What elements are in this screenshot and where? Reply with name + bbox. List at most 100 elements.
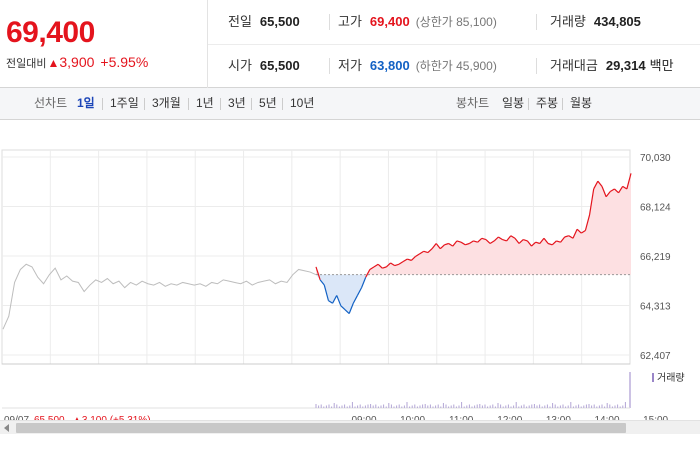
tab-3y[interactable]: 3년 xyxy=(228,96,246,110)
price-segment-up xyxy=(614,188,619,194)
tab-daily-candle[interactable]: 일봉 xyxy=(502,96,525,110)
price-segment-down xyxy=(352,295,358,304)
price-segment-up xyxy=(315,266,321,281)
change-percent: +5.95% xyxy=(100,54,149,70)
price-segment-up xyxy=(535,241,540,245)
tab-weekly-candle[interactable]: 주봉 xyxy=(536,96,559,110)
quote-panel: 69,400 전일대비▲3,900 +5.95% 전일 65,500 고가 69,40… xyxy=(0,0,700,88)
y-tick-label: 62,407 xyxy=(640,351,671,362)
prev-close-value: 65,500 xyxy=(259,14,300,29)
price-segment-down xyxy=(348,303,354,314)
cursor-info-change: ▲3,100 (+5.31%) xyxy=(72,415,151,420)
price-segment-up xyxy=(580,229,586,234)
price-segment-up xyxy=(382,266,387,269)
price-segment-down xyxy=(328,300,333,304)
x-tick-label: 13:00 xyxy=(546,415,571,420)
price-segment-up xyxy=(419,250,425,255)
price-segment-up xyxy=(485,239,491,244)
price-segment-up xyxy=(427,248,433,254)
price-segment-down xyxy=(323,284,330,301)
price-segment-up xyxy=(435,243,441,250)
price-segment-up xyxy=(556,240,561,243)
prev-close-cell: 전일 65,500 xyxy=(228,0,300,44)
blank-area xyxy=(0,434,700,450)
price-segment-up xyxy=(410,256,416,261)
price-segment-down xyxy=(332,295,338,304)
price-segment-down xyxy=(336,295,342,307)
price-segment-up xyxy=(502,239,507,242)
price-segment-up xyxy=(518,239,524,244)
x-tick-label: 10:00 xyxy=(400,415,425,420)
separator xyxy=(282,98,283,110)
separator xyxy=(528,98,529,110)
price-segment-up xyxy=(609,188,615,193)
separator xyxy=(144,98,145,110)
low-label: 저가 xyxy=(338,58,362,73)
price-segment-up xyxy=(469,240,474,245)
price-segment-down xyxy=(356,287,363,296)
upper-limit: (상한가 85,100) xyxy=(415,15,497,29)
change-label: 전일대비 xyxy=(6,58,47,70)
price-segment-up xyxy=(506,235,512,242)
price-segment-up xyxy=(465,242,470,246)
price-segment-up xyxy=(588,188,595,216)
price-segment-up xyxy=(386,262,392,268)
volume-legend-label: 거래량 xyxy=(657,372,685,384)
price-segment-up xyxy=(605,191,611,198)
price-segment-up xyxy=(572,228,578,239)
price-segment-up xyxy=(431,243,437,250)
y-tick-label: 70,030 xyxy=(640,153,671,164)
price-segment-up xyxy=(547,242,553,246)
open-value: 65,500 xyxy=(259,58,300,73)
scroll-thumb[interactable] xyxy=(16,423,626,433)
x-tick-label: 15:00 xyxy=(643,415,668,420)
open-cell: 시가 65,500 xyxy=(228,44,300,88)
volume-cell: 거래량 434,805 xyxy=(550,0,641,44)
chart-scrollbar[interactable] xyxy=(0,420,700,434)
tab-5y[interactable]: 5년 xyxy=(259,96,277,110)
x-tick-label: 12:00 xyxy=(497,415,522,420)
tab-10y[interactable]: 10년 xyxy=(290,96,315,110)
prev-close-label: 전일 xyxy=(228,14,252,29)
tab-1w[interactable]: 1주일 xyxy=(110,96,139,110)
price-segment-up xyxy=(526,240,532,247)
tab-3m[interactable]: 3개월 xyxy=(152,96,181,110)
price-segment-up xyxy=(576,228,582,234)
cursor-info-date: 09/07 xyxy=(4,415,29,420)
price-segment-up xyxy=(481,237,487,241)
price-segment-up xyxy=(498,236,503,241)
prev-day-line xyxy=(2,263,317,330)
price-segment-up xyxy=(626,173,632,190)
open-label: 시가 xyxy=(228,58,252,73)
price-segment-up xyxy=(560,236,566,243)
x-tick-label: 11:00 xyxy=(449,415,474,420)
price-segment-down xyxy=(361,277,367,288)
price-segment-up xyxy=(593,180,599,190)
separator xyxy=(251,98,252,110)
price-segment-down xyxy=(344,309,350,315)
tab-1y[interactable]: 1년 xyxy=(196,96,214,110)
price-segment-up xyxy=(407,258,412,261)
price-segment-up xyxy=(514,237,520,244)
price-segment-up xyxy=(369,266,375,270)
price-segment-up xyxy=(452,240,458,247)
trade-value-label: 거래대금 xyxy=(550,58,598,73)
tab-1d[interactable]: 1일 xyxy=(77,96,95,110)
separator xyxy=(188,98,189,110)
cursor-info-value: 65,500 xyxy=(34,415,65,420)
price-segment-up xyxy=(568,235,574,239)
volume-value: 434,805 xyxy=(593,14,641,29)
price-segment-up xyxy=(394,263,400,267)
up-arrow-icon: ▲ xyxy=(47,56,60,70)
y-tick-label: 64,313 xyxy=(640,302,671,313)
y-tick-label: 66,219 xyxy=(640,252,671,263)
price-segment-up xyxy=(377,263,383,269)
price-segment-up xyxy=(584,214,591,231)
tab-monthly-candle[interactable]: 월봉 xyxy=(570,96,593,110)
separator xyxy=(536,14,537,30)
chart-tabs: 선차트 1일 1주일 3개월 1년 3년 5년 10년 봉차트 일봉 주봉 월봉 xyxy=(0,88,700,120)
high-label: 고가 xyxy=(338,14,362,29)
scroll-left-icon[interactable] xyxy=(2,423,12,433)
low-cell: 저가 63,800 (하한가 45,900) xyxy=(338,44,497,88)
high-cell: 고가 69,400 (상한가 85,100) xyxy=(338,0,497,44)
